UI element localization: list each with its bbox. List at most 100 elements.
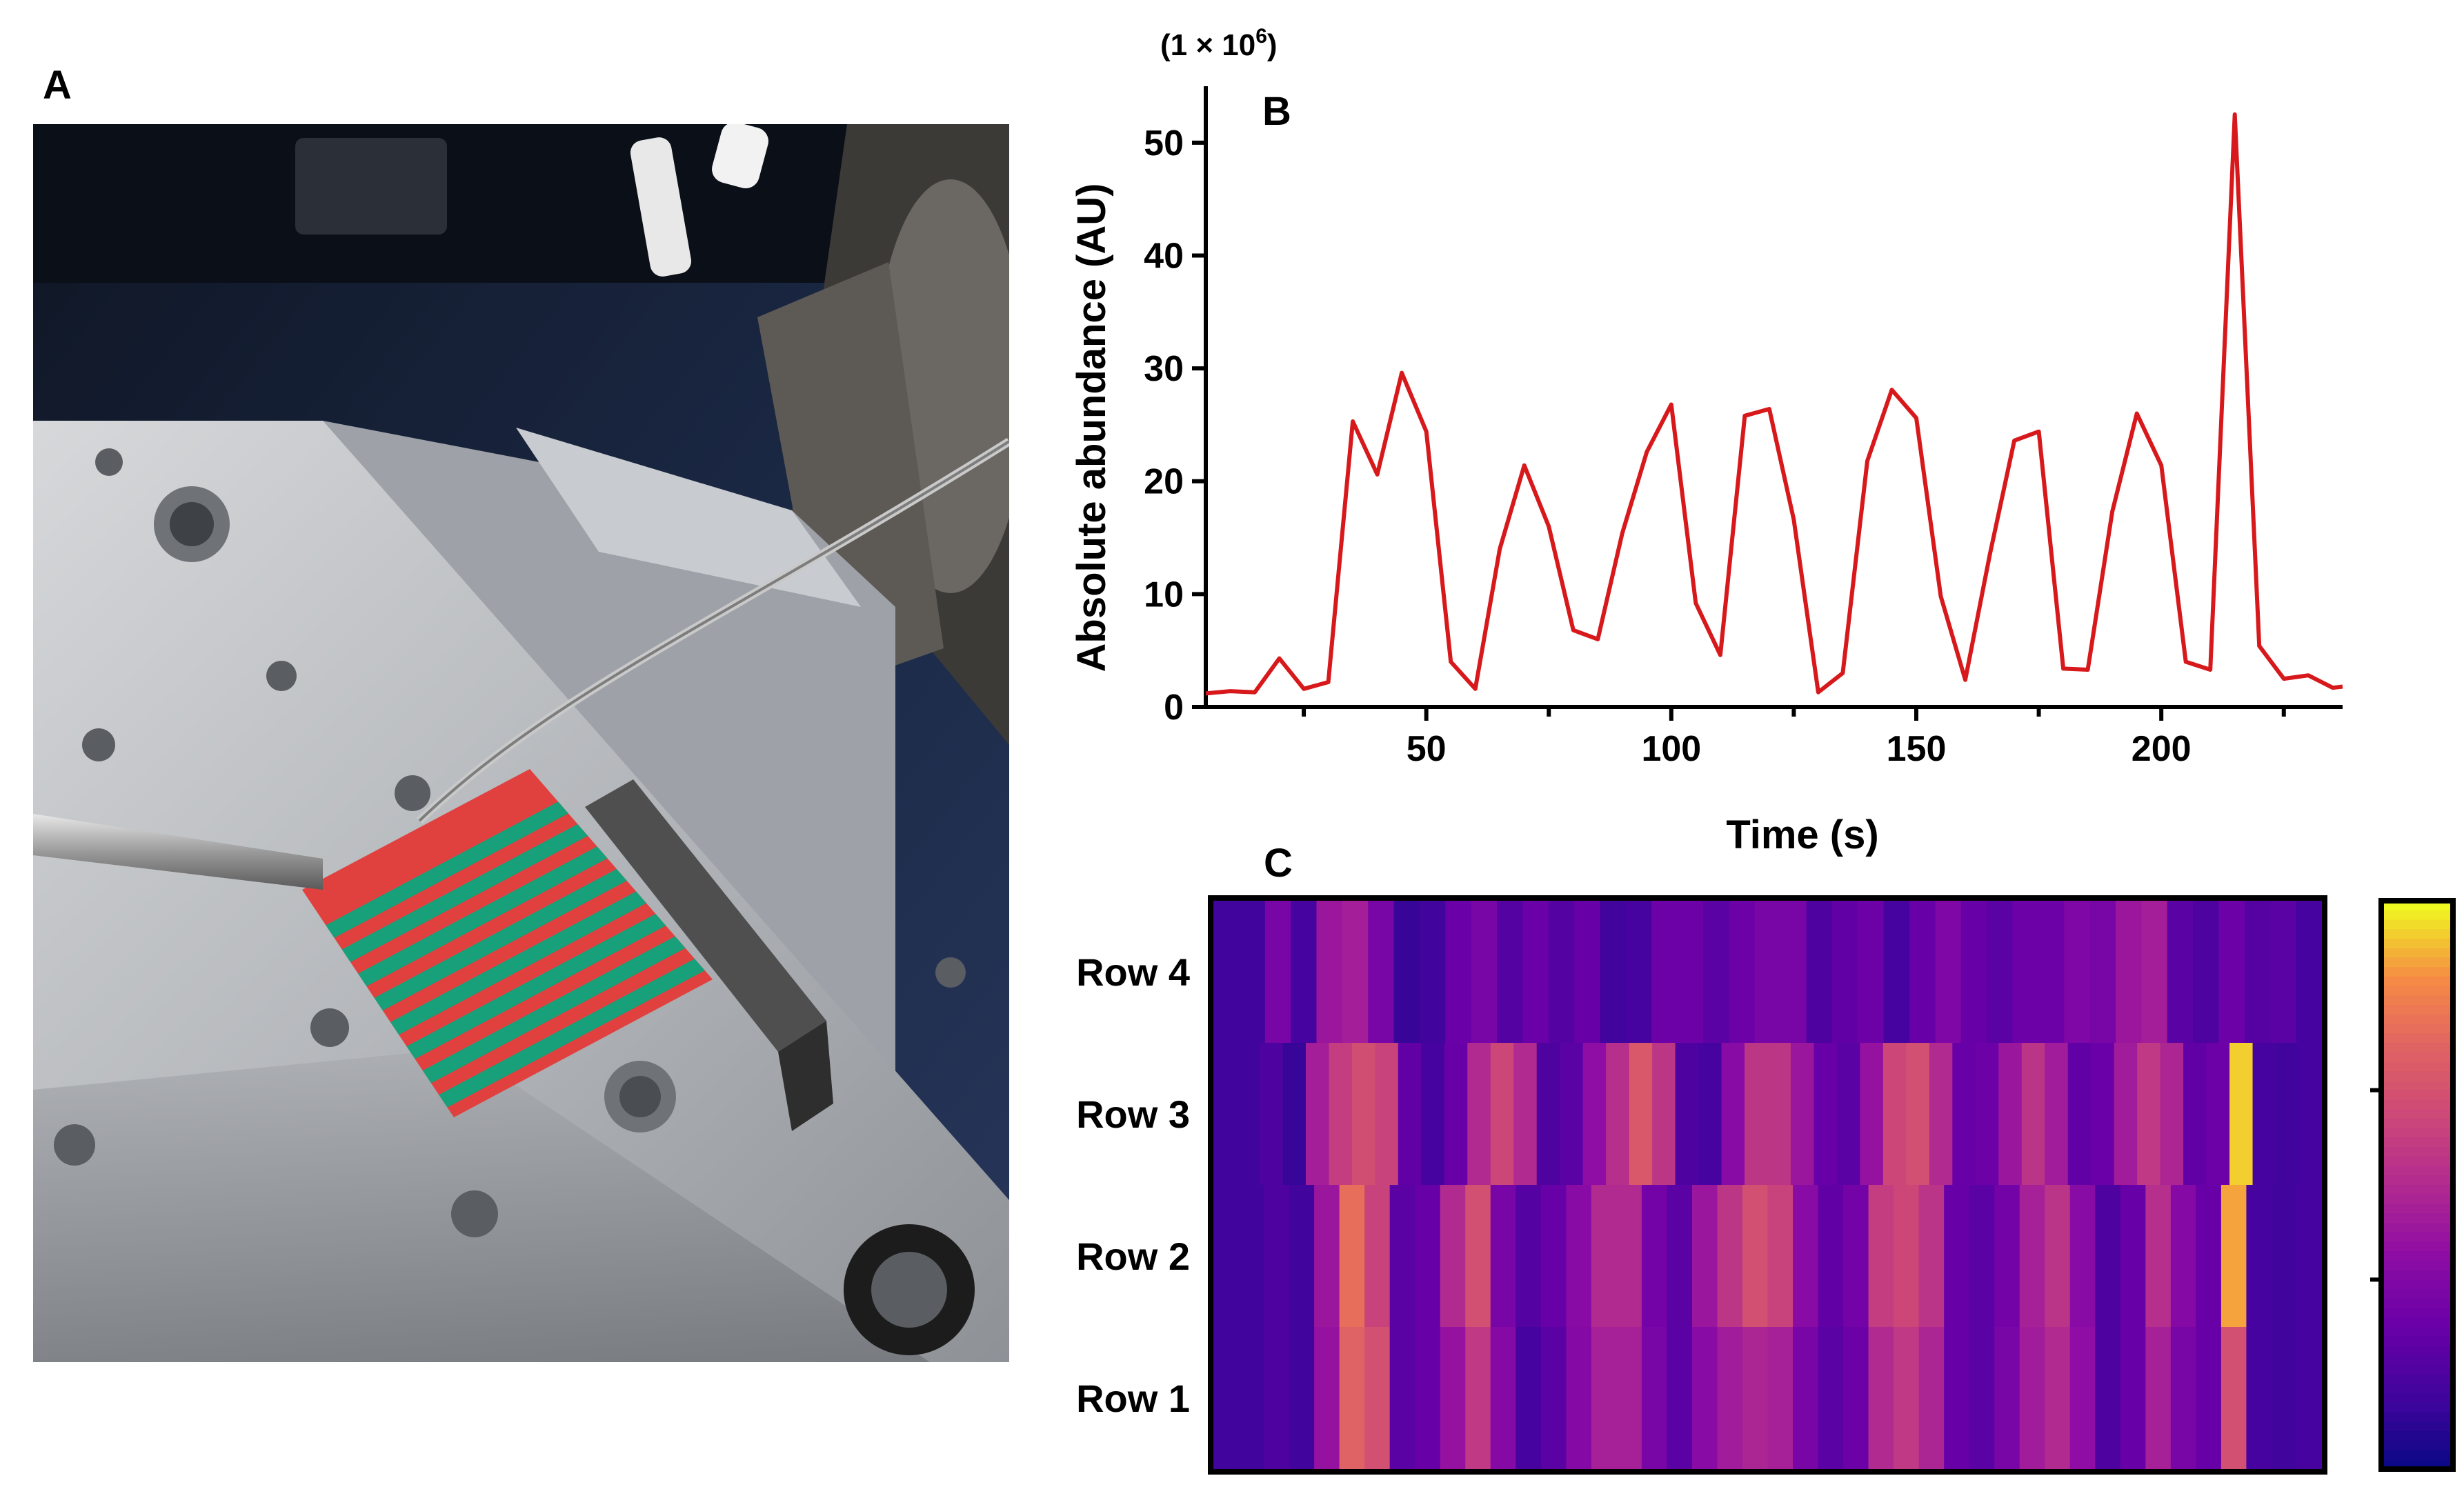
colorbar-segment bbox=[2381, 1327, 2453, 1337]
heatmap-cell bbox=[1742, 1185, 1769, 1328]
heatmap-cell bbox=[1998, 1043, 2023, 1186]
colorbar-segment bbox=[2381, 919, 2453, 930]
heatmap-cell bbox=[1490, 1327, 1517, 1470]
heatmap-cell bbox=[2229, 1043, 2254, 1186]
heatmap-cell bbox=[1909, 901, 1936, 1044]
heatmap-cell bbox=[2067, 1043, 2092, 1186]
heatmap-cell bbox=[1641, 1185, 1668, 1328]
colorbar-segment bbox=[2381, 1450, 2453, 1461]
heatmap-cell bbox=[2170, 1327, 2197, 1470]
colorbar-segment bbox=[2381, 1393, 2453, 1404]
y-tick-label: 0 bbox=[1164, 688, 1184, 728]
x-tick-label: 50 bbox=[1407, 729, 1447, 769]
heatmap-cell bbox=[1717, 1327, 1743, 1470]
heatmap-cell bbox=[2089, 901, 2116, 1044]
heatmap-cell bbox=[1364, 1185, 1391, 1328]
colorbar-segment bbox=[2381, 948, 2453, 959]
heatmap-cell bbox=[1522, 901, 1549, 1044]
heatmap-cell bbox=[1239, 901, 1266, 1044]
heatmap-cell bbox=[2095, 1185, 2121, 1328]
heatmap-cell bbox=[1858, 901, 1885, 1044]
heatmap-cell bbox=[2296, 901, 2323, 1044]
heatmap-cell bbox=[1238, 1185, 1264, 1328]
heatmap-cell bbox=[2091, 1043, 2115, 1186]
colorbar-segment bbox=[2381, 1033, 2453, 1044]
heatmap-cell bbox=[1652, 1043, 1676, 1186]
heatmap-cell bbox=[1780, 901, 1807, 1044]
colorbar-segment bbox=[2381, 995, 2453, 1006]
colorbar-segment bbox=[2381, 1317, 2453, 1328]
heatmap-cell bbox=[1490, 1185, 1517, 1328]
heatmap-cell bbox=[1754, 901, 1781, 1044]
heatmap-cell bbox=[1883, 901, 1910, 1044]
colorbar-segment bbox=[2381, 1090, 2453, 1101]
panel-letter-a: A bbox=[43, 63, 72, 108]
heatmap-cell bbox=[2160, 1043, 2184, 1186]
colorbar-segment bbox=[2381, 1374, 2453, 1385]
heatmap-cell bbox=[1213, 1043, 1238, 1186]
colorbar-segment bbox=[2381, 1336, 2453, 1347]
heatmap-cell bbox=[2220, 1327, 2247, 1470]
x-tick-label: 100 bbox=[1641, 729, 1701, 769]
heatmap-cell bbox=[1497, 901, 1524, 1044]
colorbar-segment bbox=[2381, 1194, 2453, 1205]
heatmap-cell bbox=[2116, 901, 2143, 1044]
colorbar-segment bbox=[2381, 1241, 2453, 1252]
heatmap-cell bbox=[1918, 1185, 1945, 1328]
abundance-line-chart: (1 × 106) Absolute abundance (AU) Time (… bbox=[1062, 14, 2373, 872]
heatmap-cell bbox=[1513, 1043, 1538, 1186]
heatmap-cell bbox=[1745, 1043, 1769, 1186]
mass-spec-stage-photo bbox=[33, 124, 1009, 1362]
heatmap-cell bbox=[1906, 1043, 1930, 1186]
heatmap-cell bbox=[1721, 1043, 1745, 1186]
heatmap-cell bbox=[1540, 1327, 1567, 1470]
heatmap-cell bbox=[1698, 1043, 1722, 1186]
heatmap-cell bbox=[1629, 1043, 1653, 1186]
heatmap-cell bbox=[1818, 1327, 1844, 1470]
heatmap-cell bbox=[2196, 1327, 2222, 1470]
colorbar-frame bbox=[2378, 898, 2456, 1472]
heatmap-cell bbox=[1975, 1043, 2000, 1186]
heatmap-cell bbox=[2141, 901, 2168, 1044]
heatmap-cell bbox=[1987, 901, 2014, 1044]
colorbar-segment bbox=[2381, 1014, 2453, 1025]
colorbar-segment bbox=[2381, 976, 2453, 987]
heatmap-cell bbox=[1836, 1043, 1861, 1186]
heatmap-cell bbox=[1793, 1327, 1819, 1470]
colorbar-segment bbox=[2381, 967, 2453, 977]
colorbar-segment bbox=[2381, 1232, 2453, 1243]
heatmap-cell bbox=[1918, 1327, 1945, 1470]
heatmap-cell bbox=[1314, 1185, 1340, 1328]
heatmap-cell bbox=[1667, 1185, 1693, 1328]
heatmap-cell bbox=[1339, 1327, 1365, 1470]
heatmap-frame bbox=[1208, 895, 2327, 1475]
heatmap-cell bbox=[2045, 1185, 2071, 1328]
row-label: Row 1 bbox=[1076, 1377, 1190, 1420]
colorbar-segment bbox=[2381, 1289, 2453, 1299]
y-tick-label: 40 bbox=[1144, 236, 1184, 276]
heatmap-cell bbox=[2206, 1043, 2230, 1186]
heatmap-cell bbox=[1651, 901, 1678, 1044]
colorbar-segment bbox=[2381, 957, 2453, 968]
heatmap-cell bbox=[1471, 901, 1498, 1044]
colorbar-segment bbox=[2381, 910, 2453, 921]
heatmap-cell bbox=[1929, 1043, 1954, 1186]
heatmap-cell bbox=[1560, 1043, 1584, 1186]
colorbar-segment bbox=[2381, 1421, 2453, 1432]
colorbar-segment bbox=[2381, 1128, 2453, 1139]
heatmap-cell bbox=[1691, 1327, 1718, 1470]
heatmap-cell bbox=[1316, 901, 1343, 1044]
heatmap-cell bbox=[1264, 1327, 1290, 1470]
heatmap-cell bbox=[2019, 1185, 2046, 1328]
heatmap-cell bbox=[1440, 1185, 1467, 1328]
colorbar-segment bbox=[2381, 1156, 2453, 1167]
row-heatmap: Row 4 Row 3 Row 2 Row 1 bbox=[1049, 862, 2463, 1479]
colorbar-segment bbox=[2381, 1213, 2453, 1224]
heatmap-cell bbox=[2220, 1185, 2247, 1328]
heatmap-cell bbox=[1790, 1043, 1815, 1186]
heatmap-cell bbox=[1264, 901, 1291, 1044]
heatmap-cell bbox=[1566, 1185, 1592, 1328]
heatmap-cell bbox=[1793, 1185, 1819, 1328]
colorbar-segment bbox=[2381, 1080, 2453, 1091]
heatmap-cell bbox=[1814, 1043, 1838, 1186]
